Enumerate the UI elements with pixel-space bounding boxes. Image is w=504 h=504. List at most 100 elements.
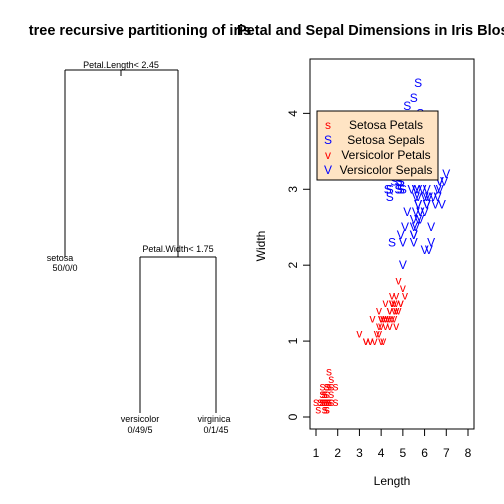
point-s-20: s (328, 395, 334, 409)
point-v-16: v (389, 296, 395, 310)
point-s-12: s (322, 402, 328, 416)
x-tick-label-1: 1 (313, 446, 320, 460)
point-v-11: v (383, 296, 389, 310)
point-s-28: s (322, 395, 328, 409)
point-V-38: V (412, 182, 420, 196)
point-s-23: s (328, 372, 334, 386)
point-s-15: s (324, 380, 330, 394)
point-v-36: v (393, 296, 399, 310)
point-s-22: s (313, 395, 319, 409)
point-S-38: S (386, 182, 394, 196)
point-s-10: s (324, 395, 330, 409)
point-s-21: s (324, 380, 330, 394)
point-V-32: V (416, 205, 424, 219)
leaf-setosa-counts: 50/0/0 (52, 263, 77, 273)
point-v-8: v (391, 311, 397, 325)
point-S-34: S (397, 175, 405, 189)
point-V-36: V (436, 175, 444, 189)
point-s-5: s (328, 380, 334, 394)
point-s-39: s (324, 395, 330, 409)
point-V-33: V (421, 205, 429, 219)
x-axis-label: Length (374, 474, 411, 488)
point-V-25: V (434, 182, 442, 196)
point-v-46: v (383, 311, 389, 325)
point-v-19: v (376, 327, 382, 341)
point-V-21: V (423, 198, 431, 212)
point-V-44: V (412, 205, 420, 219)
point-s-30: s (326, 395, 332, 409)
point-V-28: V (421, 190, 429, 204)
point-V-27: V (436, 182, 444, 196)
point-S-32: S (403, 99, 411, 113)
point-s-49: s (322, 395, 328, 409)
x-tick-label-7: 7 (443, 446, 450, 460)
point-s-47: s (322, 395, 328, 409)
point-v-3: v (378, 311, 384, 325)
y-axis-label: Width (254, 231, 268, 262)
point-V-5: V (414, 198, 422, 212)
point-s-25: s (326, 395, 332, 409)
point-s-24: s (333, 395, 339, 409)
legend-symbol-0: s (325, 118, 331, 132)
point-v-33: v (402, 289, 408, 303)
point-v-9: v (376, 304, 382, 318)
point-s-2: s (320, 395, 326, 409)
tree-panel: tree recursive partitioning of iris Peta… (29, 23, 251, 435)
point-s-11: s (326, 395, 332, 409)
point-s-3: s (324, 395, 330, 409)
point-s-31: s (324, 380, 330, 394)
point-v-47: v (385, 311, 391, 325)
point-v-12: v (378, 334, 384, 348)
point-s-16: s (320, 380, 326, 394)
point-s-36: s (320, 395, 326, 409)
point-s-46: s (326, 395, 332, 409)
point-v-13: v (393, 304, 399, 318)
point-s-27: s (324, 395, 330, 409)
point-s-44: s (333, 380, 339, 394)
point-s-26: s (326, 380, 332, 394)
point-S-30: S (394, 175, 402, 189)
point-V-46: V (414, 190, 422, 204)
point-V-15: V (436, 175, 444, 189)
point-v-5: v (389, 311, 395, 325)
point-v-6: v (393, 289, 399, 303)
point-S-13: S (384, 182, 392, 196)
point-S-33: S (410, 91, 418, 105)
point-V-16: V (412, 182, 420, 196)
point-V-22: V (427, 220, 435, 234)
point-v-20: v (396, 273, 402, 287)
point-V-43: V (399, 235, 407, 249)
legend-label-3: Versicolor Sepals (340, 163, 433, 177)
point-s-48: s (324, 395, 330, 409)
point-v-41: v (391, 304, 397, 318)
point-S-8: S (386, 190, 394, 204)
y-tick-label-2: 2 (286, 262, 300, 269)
point-s-7: s (324, 395, 330, 409)
inner-split-label: Petal.Width< 1.75 (142, 244, 213, 254)
legend-label-1: Setosa Sepals (347, 133, 424, 147)
legend-box (316, 110, 439, 181)
point-s-33: s (322, 395, 328, 409)
point-V-23: V (423, 198, 431, 212)
leaf-setosa-label: setosa (47, 253, 74, 263)
point-V-17: V (416, 205, 424, 219)
point-v-2: v (398, 296, 404, 310)
scatter-title: Petal and Sepal Dimensions in Iris Bloss… (237, 23, 504, 39)
point-V-13: V (423, 190, 431, 204)
point-v-25: v (387, 304, 393, 318)
point-S-9: S (397, 175, 405, 189)
x-tick-label-5: 5 (400, 446, 407, 460)
point-V-8: V (434, 190, 442, 204)
point-s-6: s (322, 387, 328, 401)
point-v-28: v (389, 296, 395, 310)
point-S-45: S (394, 182, 402, 196)
leaf-virginica-counts: 0/1/45 (203, 425, 228, 435)
point-v-39: v (378, 311, 384, 325)
point-v-29: v (367, 334, 373, 348)
point-s-13: s (315, 402, 321, 416)
legend-label-0: Setosa Petals (349, 118, 423, 132)
point-V-45: V (414, 182, 422, 196)
x-tick-label-8: 8 (465, 446, 472, 460)
